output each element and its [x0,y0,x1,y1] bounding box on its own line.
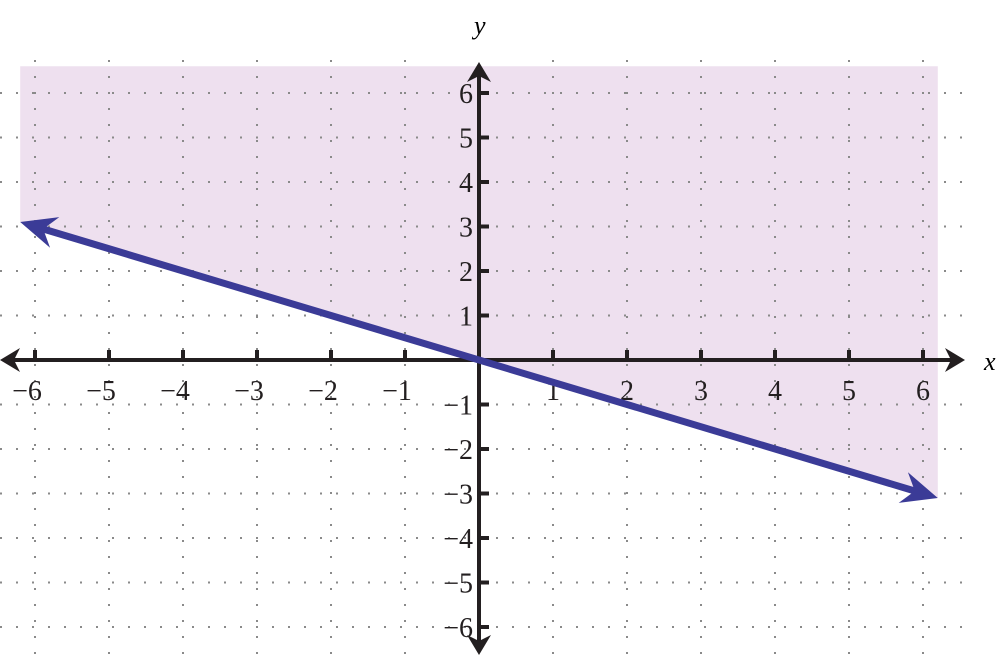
y-axis-label: y [471,11,486,40]
x-tick-label: 3 [694,376,708,407]
y-tick-label: 4 [459,168,473,199]
y-axis-top-arrow [467,62,491,82]
x-axis-left-arrow [0,348,20,372]
x-tick-label: −6 [12,376,42,407]
y-tick-label: −6 [443,613,473,644]
x-tick-label: −5 [86,376,116,407]
x-tick-label: 6 [916,376,930,407]
y-tick-label: −3 [443,480,473,511]
y-tick-label: −2 [443,435,473,466]
x-tick-label: −1 [382,376,412,407]
y-tick-label: −5 [443,569,473,600]
y-tick-label: −4 [443,524,473,555]
x-tick-label: −3 [234,376,264,407]
x-tick-label: 4 [768,376,782,407]
x-tick-label: 5 [842,376,856,407]
x-axis-right-arrow [945,348,965,372]
y-tick-label: 6 [459,79,473,110]
x-tick-label: −4 [160,376,190,407]
y-tick-label: −1 [443,391,473,422]
x-tick-label: −2 [308,376,338,407]
y-tick-label: 1 [459,302,473,333]
y-tick-label: 3 [459,213,473,244]
x-axis-label: x [983,347,996,376]
series-line [36,223,922,497]
series-arrow-left [20,217,60,248]
y-tick-label: 5 [459,124,473,155]
series-arrow-right [898,472,938,503]
x-tick-label: 2 [620,376,634,407]
y-axis-bottom-arrow [467,635,491,655]
y-tick-label: 2 [459,257,473,288]
